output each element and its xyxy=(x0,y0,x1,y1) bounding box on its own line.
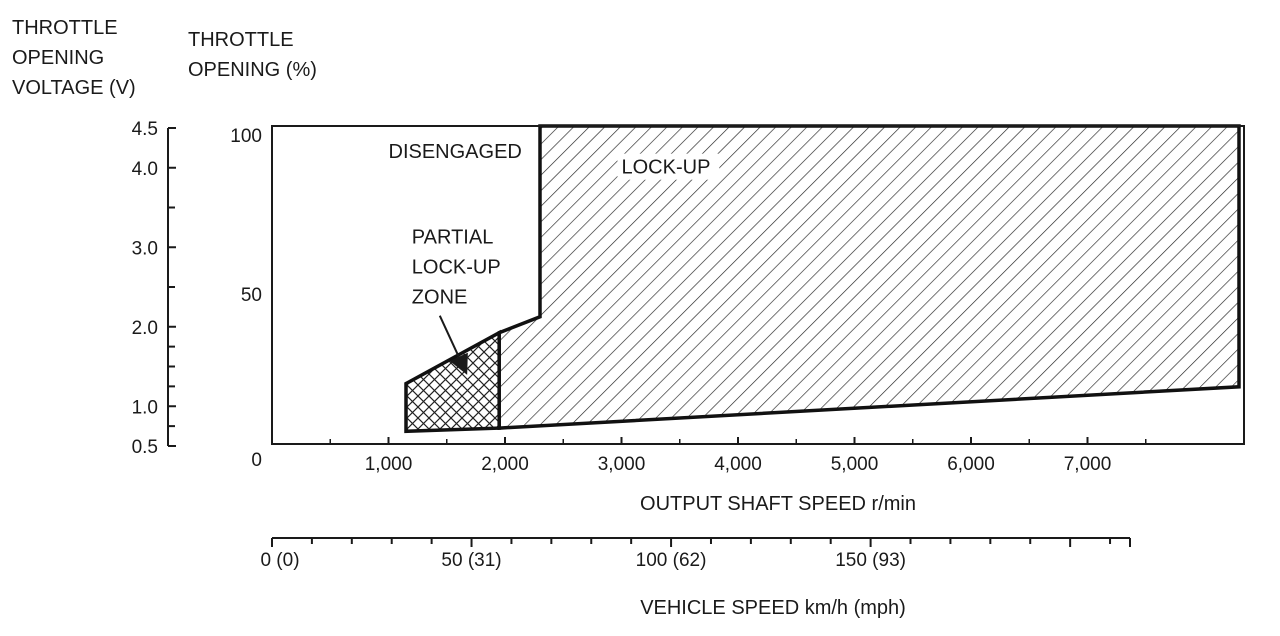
plot-frame xyxy=(271,125,1245,445)
partial-lockup-label: PARTIAL LOCK-UP ZONE xyxy=(412,227,501,309)
percent-tick-label: 50 xyxy=(241,285,262,306)
x-tick-label: 7,000 xyxy=(1064,454,1112,475)
x-tick-label: 6,000 xyxy=(947,454,995,475)
annotations: DISENGAGED LOCK-UP PARTIAL LOCK-UP ZONE xyxy=(384,137,720,375)
voltage-tick-label: 4.0 xyxy=(132,159,158,180)
vehicle-speed-tick-label: 0 (0) xyxy=(260,550,299,571)
x-ticks: 1,000 2,000 3,000 4,000 5,000 6,000 7,000 xyxy=(329,437,1147,475)
percent-tick-label: 0 xyxy=(251,450,262,471)
voltage-tick-label: 1.0 xyxy=(132,397,158,418)
partial-lockup-arrow xyxy=(438,315,468,375)
voltage-tick-label: 0.5 xyxy=(132,437,158,458)
x-tick-label: 3,000 xyxy=(598,454,646,475)
y-right-title: THROTTLE OPENING (%) xyxy=(188,29,317,81)
x-tick-label: 5,000 xyxy=(831,454,879,475)
vehicle-speed-tick-label: 150 (93) xyxy=(835,550,906,571)
annotation-bg xyxy=(617,153,720,180)
x-tick-label: 2,000 xyxy=(481,454,529,475)
region-lockup xyxy=(497,124,1241,430)
y-left-title: THROTTLE OPENING VOLTAGE (V) xyxy=(12,17,136,99)
x-tick-label: 1,000 xyxy=(365,454,413,475)
regions xyxy=(404,124,1241,434)
voltage-ticks: 0.5 1.0 2.0 3.0 4.0 4.5 xyxy=(132,119,176,458)
vehicle-speed-ticks: 0 (0) 50 (31) 100 (62) 150 (93) xyxy=(260,538,1131,571)
voltage-tick-label: 4.5 xyxy=(132,119,158,140)
annotation-label: LOCK-UP xyxy=(622,157,711,179)
vehicle-speed-label: VEHICLE SPEED km/h (mph) xyxy=(640,597,906,619)
vehicle-speed-tick-label: 50 (31) xyxy=(441,550,501,571)
x-axis-label: OUTPUT SHAFT SPEED r/min xyxy=(640,493,916,515)
percent-tick-label: 100 xyxy=(230,126,262,147)
percent-ticks: 0 50 100 xyxy=(230,126,262,471)
vehicle-speed-tick-label: 100 (62) xyxy=(636,550,707,571)
x-tick-label: 4,000 xyxy=(714,454,762,475)
region-partial-lockup xyxy=(404,329,501,434)
voltage-tick-label: 3.0 xyxy=(132,238,158,259)
annotation-bg xyxy=(384,137,527,164)
annotation-label: DISENGAGED xyxy=(389,141,522,163)
voltage-tick-label: 2.0 xyxy=(132,318,158,339)
